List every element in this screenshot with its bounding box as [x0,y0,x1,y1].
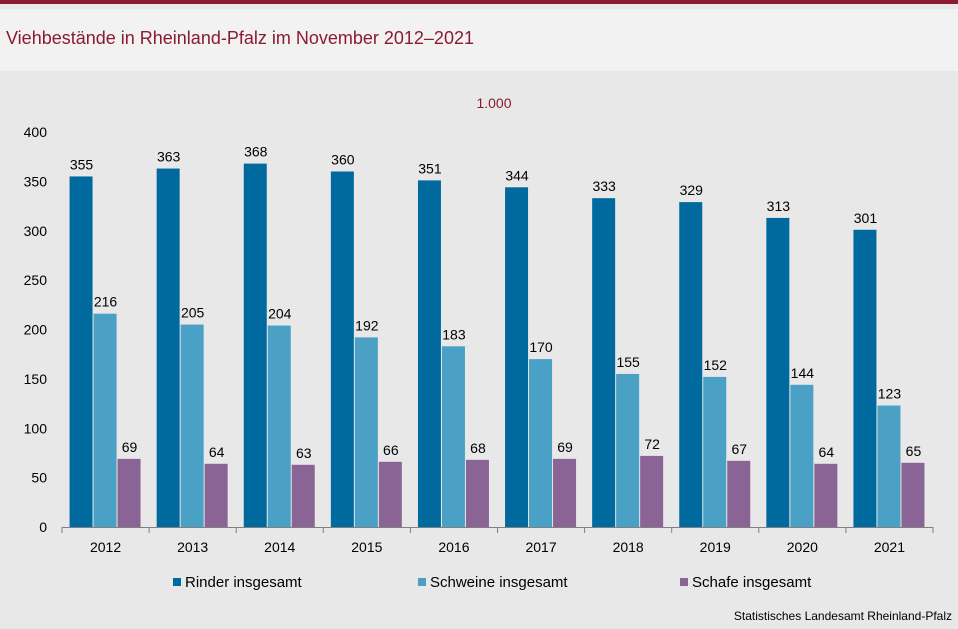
y-tick-label: 400 [24,124,48,140]
bar [93,313,117,527]
bar [180,324,204,527]
data-label: 69 [557,439,573,455]
legend-label: Schafe insgesamt [692,574,812,591]
data-label: 192 [355,317,379,333]
data-label: 329 [680,182,704,198]
bar [616,373,640,527]
data-label: 333 [592,178,616,194]
bar [378,461,402,527]
x-tick-label: 2019 [700,539,731,555]
bar [592,198,616,527]
data-label: 123 [878,386,902,402]
x-tick-label: 2020 [787,539,818,555]
bar [204,463,228,527]
data-label: 205 [181,305,205,321]
bar [877,405,901,527]
bar [417,180,441,527]
bar [529,359,553,527]
unit-label: 1.000 [476,95,511,111]
legend-label: Rinder insgesamt [185,574,303,591]
data-label: 355 [70,156,94,172]
y-tick-label: 50 [31,470,47,486]
bar [790,384,814,527]
x-tick-label: 2018 [613,539,644,555]
y-tick-label: 0 [39,519,47,535]
bar [117,458,141,527]
bar [679,202,703,528]
bar [267,325,291,527]
data-label: 216 [94,294,118,310]
bar [505,187,529,528]
bar [853,229,877,527]
legend-swatch [418,578,426,586]
x-tick-label: 2017 [525,539,556,555]
bar [553,458,577,527]
bar [243,163,267,527]
bar [703,376,727,527]
bar [330,171,354,527]
chart-title: Viehbestände in Rheinland-Pfalz im Novem… [6,28,474,48]
data-label: 68 [470,440,486,456]
data-label: 152 [704,357,728,373]
x-tick-label: 2014 [264,539,295,555]
y-tick-label: 350 [24,173,48,189]
data-label: 64 [209,444,225,460]
bar [814,463,838,527]
bar [766,217,790,527]
title-panel [0,9,958,71]
bar [640,455,664,527]
y-tick-label: 200 [24,322,48,338]
data-label: 72 [644,436,660,452]
data-label: 313 [767,198,791,214]
y-tick-label: 250 [24,272,48,288]
legend-swatch [173,578,181,586]
data-label: 64 [819,444,835,460]
data-label: 360 [331,152,355,168]
data-label: 65 [906,443,922,459]
y-tick-label: 300 [24,223,48,239]
bar [291,464,315,527]
data-label: 344 [505,167,529,183]
data-label: 351 [418,160,442,176]
data-label: 155 [616,354,640,370]
data-label: 204 [268,306,292,322]
bar [354,337,378,527]
legend-swatch [680,578,688,586]
legend-label: Schweine insgesamt [430,574,568,591]
bar [441,346,465,527]
bar [727,460,751,527]
data-label: 63 [296,445,312,461]
bar [69,176,93,527]
x-tick-label: 2015 [351,539,382,555]
x-tick-label: 2012 [90,539,121,555]
x-tick-label: 2021 [874,539,905,555]
bar [901,462,925,527]
data-label: 66 [383,442,399,458]
x-tick-label: 2013 [177,539,208,555]
bar [156,168,180,527]
data-label: 301 [854,210,878,226]
source-note: Statistisches Landesamt Rheinland-Pfalz [733,609,952,623]
bar [465,459,489,527]
data-label: 363 [157,149,181,165]
legend: Rinder insgesamt Schweine insgesamt Schafe… [173,574,812,591]
data-label: 144 [791,365,815,381]
data-label: 183 [442,326,466,342]
y-tick-label: 150 [24,371,48,387]
x-tick-label: 2016 [438,539,469,555]
data-label: 170 [529,339,553,355]
bars: 355 216 69 363 205 64 368 204 63 360 192 66 351 183 68… [69,144,925,528]
top-accent-bar [0,0,958,4]
data-label: 69 [122,439,138,455]
axes: 0 50 100 150 200 250 300 350 400 2012 2013 2014 2015… [24,124,934,555]
y-tick-label: 100 [24,420,48,436]
data-label: 368 [244,144,268,160]
data-label: 67 [731,441,747,457]
